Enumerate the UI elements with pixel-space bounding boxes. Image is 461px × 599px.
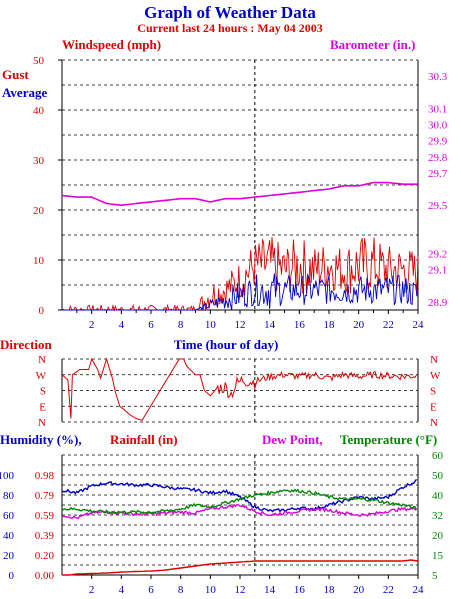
- direction-tick-label-right: E: [430, 401, 437, 413]
- rainfall-tick-label: 0.00: [35, 570, 55, 582]
- direction-tick-label-right: N: [430, 417, 438, 429]
- time-axis-title: Time (hour of day): [174, 337, 279, 352]
- barometer-tick-label: 29.5: [428, 200, 448, 212]
- chart-title: Graph of Weather Data: [144, 3, 316, 22]
- wind-tick-label: 50: [33, 55, 45, 67]
- direction-tick-label-right: N: [430, 354, 438, 366]
- series-line-gust: [61, 237, 419, 312]
- humidity-tick-label: 100: [0, 470, 15, 482]
- temperature-tick-label: 40: [432, 490, 444, 502]
- time-tick-label: 6: [148, 319, 154, 331]
- humidity-tick-label: 60: [3, 510, 15, 522]
- time-tick-label-bottom: 6: [148, 584, 154, 596]
- barometer-tick-label: 29.9: [428, 136, 448, 148]
- time-tick-label-bottom: 10: [205, 584, 217, 596]
- humidity-tick-label: 80: [3, 490, 15, 502]
- legend-average: Average: [2, 85, 47, 100]
- humidity-tick-label: 40: [3, 530, 15, 542]
- direction-title: Direction: [0, 337, 53, 352]
- humidity-title: Humidity (%),: [0, 432, 82, 447]
- wind-tick-label: 40: [33, 105, 45, 117]
- time-tick-label: 10: [205, 319, 217, 331]
- time-tick-label: 8: [178, 319, 184, 331]
- windspeed-axis-title: Windspeed (mph): [62, 37, 161, 52]
- direction-tick-label-left: W: [36, 370, 47, 382]
- temperature-tick-label: 60: [432, 450, 444, 462]
- time-tick-label: 20: [353, 319, 365, 331]
- wind-tick-label: 20: [33, 205, 45, 217]
- time-tick-label: 22: [383, 319, 394, 331]
- time-tick-label: 18: [324, 319, 336, 331]
- time-tick-label: 16: [294, 319, 306, 331]
- time-tick-label-bottom: 4: [119, 584, 125, 596]
- rainfall-tick-label: 0.39: [35, 530, 55, 542]
- temperature-tick-label: 50: [432, 470, 444, 482]
- barometer-tick-label: 30.1: [428, 103, 447, 115]
- humidity-tick-label: 20: [3, 550, 15, 562]
- temperature-tick-label: 20: [432, 530, 444, 542]
- direction-tick-label-right: W: [430, 370, 441, 382]
- barometer-tick-label: 29.8: [428, 152, 448, 164]
- barometer-tick-label: 29.2: [428, 249, 447, 261]
- temperature-title: Temperature (°F): [340, 432, 437, 447]
- time-tick-label: 14: [264, 319, 276, 331]
- wind-tick-label: 0: [39, 305, 45, 317]
- rainfall-tick-label: 0.59: [35, 510, 55, 522]
- barometer-axis-title: Barometer (in.): [330, 37, 415, 52]
- barometer-tick-label: 30.0: [428, 120, 448, 132]
- rainfall-tick-label: 0.20: [35, 550, 55, 562]
- barometer-tick-label: 29.1: [428, 265, 447, 277]
- direction-tick-label-left: E: [39, 401, 46, 413]
- time-tick-label-bottom: 16: [294, 584, 306, 596]
- time-tick-label-bottom: 14: [264, 584, 276, 596]
- temperature-tick-label: 32: [432, 510, 443, 522]
- rainfall-tick-label: 0.79: [35, 490, 55, 502]
- direction-tick-label-left: N: [38, 417, 46, 429]
- time-tick-label-bottom: 12: [235, 584, 246, 596]
- direction-tick-label-right: S: [430, 386, 436, 398]
- series-line-average: [62, 273, 419, 311]
- series-line-direction: [61, 357, 417, 421]
- series-line-rainfall: [62, 559, 419, 576]
- barometer-tick-label: 29.7: [428, 168, 448, 180]
- barometer-tick-label: 30.3: [428, 71, 448, 83]
- time-tick-label-bottom: 2: [89, 584, 95, 596]
- legend-gust: Gust: [2, 67, 29, 82]
- dewpoint-title: Dew Point,: [262, 432, 323, 447]
- time-tick-label: 12: [235, 319, 246, 331]
- time-tick-label-bottom: 20: [353, 584, 365, 596]
- series-line-humidity: [61, 478, 418, 513]
- plot-layer: 0102030405028.929.129.229.529.729.829.93…: [0, 55, 448, 596]
- humidity-tick-label: 0: [9, 570, 15, 582]
- series-line-dew-point: [61, 503, 417, 520]
- rainfall-tick-label: 0.98: [35, 470, 55, 482]
- wind-tick-label: 10: [33, 255, 45, 267]
- series-line-temperature: [61, 488, 418, 515]
- time-tick-label: 4: [119, 319, 125, 331]
- series-line-barometer: [61, 181, 418, 207]
- rainfall-title: Rainfall (in): [110, 432, 178, 447]
- time-tick-label: 2: [89, 319, 95, 331]
- time-tick-label-bottom: 24: [413, 584, 425, 596]
- direction-tick-label-left: N: [38, 354, 46, 366]
- temperature-tick-label: 15: [432, 550, 444, 562]
- time-tick-label-bottom: 18: [324, 584, 336, 596]
- barometer-tick-label: 28.9: [428, 297, 448, 309]
- time-tick-label-bottom: 8: [178, 584, 184, 596]
- chart-subtitle: Current last 24 hours : May 04 2003: [137, 21, 322, 35]
- time-tick-label-bottom: 22: [383, 584, 394, 596]
- direction-tick-label-left: S: [40, 386, 46, 398]
- temperature-tick-label: 5: [432, 570, 438, 582]
- wind-tick-label: 30: [33, 155, 45, 167]
- time-tick-label: 24: [413, 319, 425, 331]
